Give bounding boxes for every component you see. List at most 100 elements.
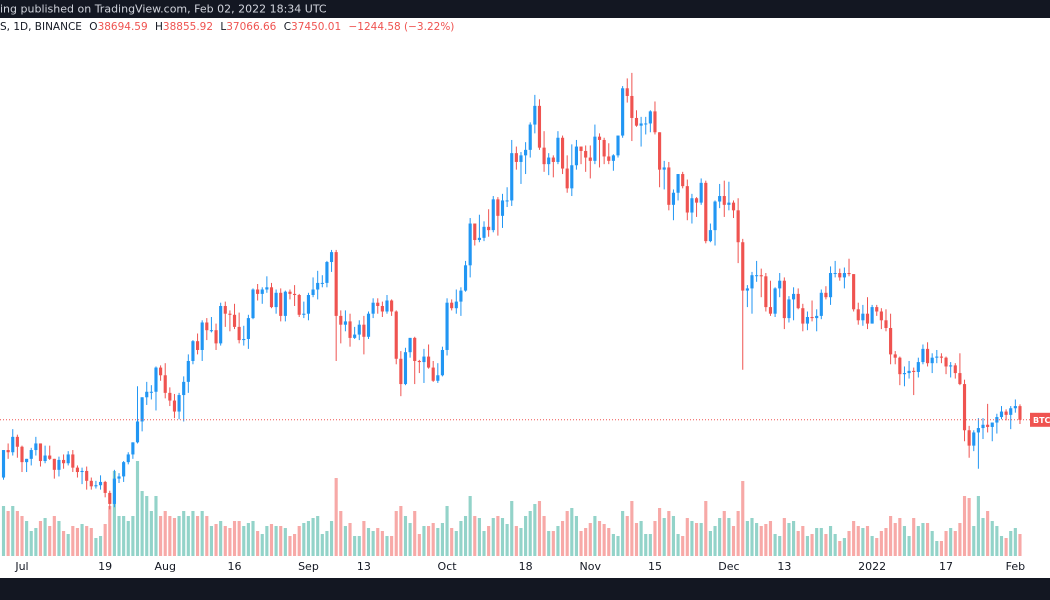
volume-bar	[431, 523, 435, 556]
candle-body	[1004, 411, 1008, 415]
x-tick-label: 13	[357, 560, 371, 573]
candle-body	[893, 354, 897, 358]
candle-body	[66, 454, 70, 464]
candle-body	[815, 315, 819, 319]
candle-body	[339, 315, 343, 325]
volume-bar	[357, 536, 361, 556]
volume-bar	[722, 511, 726, 556]
candle-body	[177, 395, 181, 412]
candle-body	[884, 320, 888, 328]
volume-bar	[750, 518, 754, 556]
candle-body	[450, 302, 454, 309]
candle-body	[25, 458, 29, 463]
volume-bar	[731, 526, 736, 556]
x-tick-label: Dec	[718, 560, 739, 573]
volume-bar	[325, 531, 329, 556]
candle-body	[722, 196, 726, 205]
volume-bar	[842, 538, 846, 556]
volume-bar	[944, 531, 948, 556]
candle-body	[94, 485, 98, 487]
volume-bar	[634, 523, 639, 556]
volume-bar	[699, 523, 703, 556]
volume-bar	[366, 528, 371, 556]
volume-bar	[990, 521, 994, 556]
candle-body	[15, 436, 19, 447]
candle-body	[214, 330, 218, 344]
x-tick-label: 2022	[858, 560, 886, 573]
candle-body	[182, 381, 186, 396]
candle-body	[842, 273, 846, 278]
candle-body	[810, 316, 814, 319]
volume-bar	[288, 536, 292, 556]
volume-bar	[879, 531, 883, 556]
candle-body	[205, 322, 209, 331]
candle-body	[422, 356, 426, 363]
volume-bar	[713, 526, 717, 556]
candle-body	[542, 147, 546, 165]
candle-body	[625, 88, 629, 96]
candle-body	[602, 139, 606, 157]
candle-body	[870, 307, 874, 324]
volume-bar	[126, 521, 130, 556]
volume-bar	[237, 521, 241, 556]
candle-body	[644, 123, 648, 125]
candle-body	[1009, 408, 1013, 415]
candle-body	[85, 470, 89, 481]
candle-body	[1013, 406, 1017, 409]
volume-bar	[223, 526, 227, 556]
volume-bar	[122, 516, 126, 556]
volume-bar	[953, 531, 957, 556]
candle-body	[944, 357, 948, 367]
volume-bar	[755, 523, 759, 556]
volume-bar	[653, 521, 657, 556]
volume-bar	[205, 516, 209, 556]
ohlc-value: 38694.59	[98, 21, 148, 33]
candle-body	[1, 450, 6, 478]
volume-bar	[736, 511, 740, 556]
volume-bar	[773, 534, 777, 556]
candle-body	[140, 397, 144, 422]
volume-bar	[80, 524, 84, 556]
candle-body	[34, 443, 38, 451]
volume-bar	[847, 531, 851, 556]
candle-body	[232, 314, 237, 327]
volume-bar	[565, 511, 569, 556]
candle-body	[524, 149, 528, 156]
candle-body	[773, 288, 777, 314]
volume-bar	[671, 516, 676, 556]
candle-body	[690, 198, 694, 213]
candle-body	[122, 462, 126, 477]
volume-bar	[394, 511, 398, 556]
volume-bar	[524, 516, 528, 556]
volume-bar	[907, 536, 911, 556]
x-axis: Jul 19 Aug 16 Sep 13 Oct 18 Nov 15 Dec 13 2022 17 Feb	[14, 560, 1025, 573]
candle-body	[491, 199, 495, 231]
ohlc-prefix: H	[155, 21, 163, 33]
candle-body	[745, 288, 749, 291]
volume-bar	[547, 531, 551, 556]
candle-body	[898, 357, 902, 375]
candle-body	[223, 305, 227, 314]
volume-bar	[159, 516, 163, 556]
candle-body	[145, 391, 149, 398]
candle-body	[468, 223, 472, 266]
volume-bar	[140, 491, 144, 556]
x-tick-label: 19	[98, 560, 112, 573]
change: −1244.58 (−3.22%)	[348, 21, 454, 33]
candle-body	[186, 360, 190, 382]
volume-bar	[43, 518, 47, 556]
candle-body	[316, 282, 320, 290]
volume-bar	[542, 516, 546, 556]
volume-bar	[925, 523, 930, 556]
candle-body	[514, 153, 518, 162]
x-tick-label: 18	[519, 560, 533, 573]
candle-body	[366, 313, 371, 337]
candle-body	[838, 273, 842, 278]
candle-body	[736, 210, 740, 243]
volume-bar	[48, 526, 52, 556]
volume-bar	[246, 523, 250, 556]
volume-bar	[796, 531, 800, 556]
candle-body	[380, 305, 384, 312]
candle-body	[579, 146, 583, 151]
volume-bar	[921, 523, 925, 556]
